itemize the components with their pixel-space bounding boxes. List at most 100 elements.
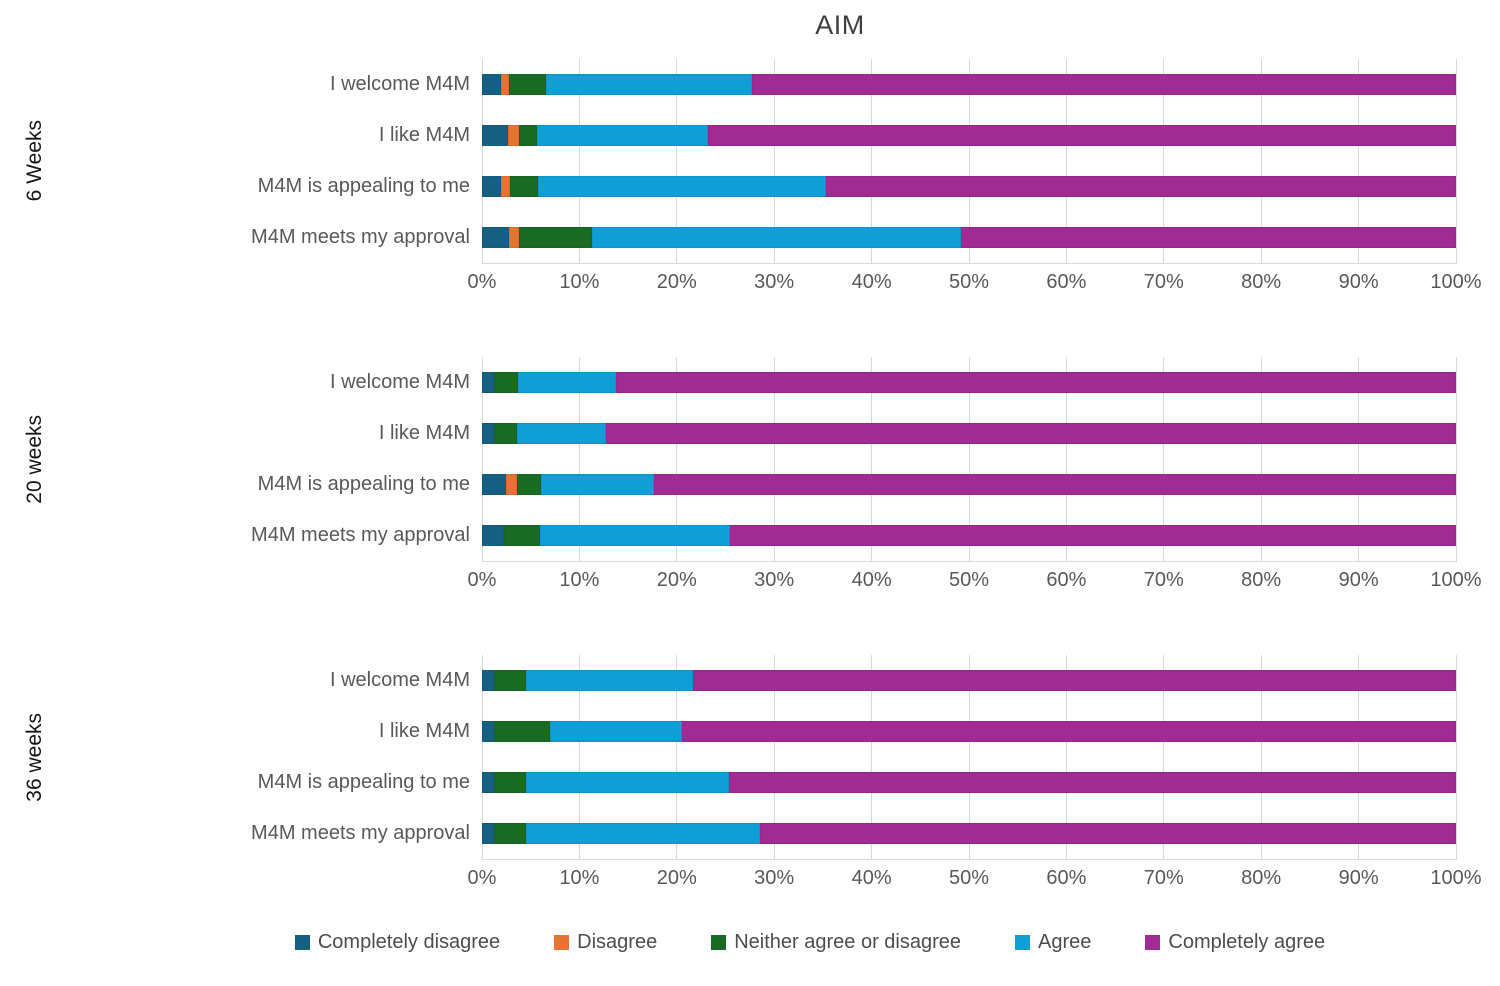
legend-swatch-completely-disagree-icon (294, 935, 310, 950)
gridline (1163, 655, 1165, 860)
bar-track (482, 125, 1456, 146)
gridline (871, 59, 873, 264)
gridline (676, 59, 678, 264)
bar-segment-agree (536, 125, 708, 146)
axis-tick-label: 30% (754, 867, 795, 889)
bar-segment-completely-disagree (482, 772, 494, 793)
bar-segment-agree (592, 227, 962, 248)
bar-segment-agree (518, 372, 617, 393)
axis-tick-label: 0% (467, 271, 497, 293)
axis-tick-label: 80% (1241, 271, 1282, 293)
panel-body: I welcome M4M I like M4M M4M is appealing … (70, 655, 1500, 905)
legend-item: Disagree (554, 931, 657, 954)
bar-segment-completely-agree (681, 721, 1456, 742)
gridline (773, 59, 775, 264)
axis-tick-label: 60% (1046, 569, 1087, 591)
gridline (773, 655, 775, 860)
axis-tick-label: 10% (559, 867, 600, 889)
axis-tick-label: 40% (851, 867, 892, 889)
bar-segment-neither-agree-or-disagree (493, 772, 526, 793)
bar-segment-completely-disagree (482, 372, 494, 393)
stacked-bar-chart: AIM 6 Weeks I welcome M4M I like M4M M4M is… (0, 10, 1500, 954)
category-label: I like M4M (378, 422, 470, 444)
axis-tick-label: 80% (1241, 867, 1282, 889)
bar-track (482, 474, 1456, 495)
axis-row: 0% 10% 20% 30% 40% 50% 60% 70% 80% 90% 100% (468, 263, 1482, 309)
axis-tick-label: 60% (1046, 867, 1087, 889)
legend-item: Completely disagree (294, 931, 500, 954)
axis-tick-label: 90% (1338, 569, 1379, 591)
gridline (1065, 655, 1067, 860)
category-label: M4M is appealing to me (257, 175, 470, 197)
axis-tick-label: 0% (467, 867, 497, 889)
bar-track (482, 227, 1456, 248)
bar-segment-agree (541, 474, 655, 495)
bar-segment-completely-disagree (482, 176, 502, 197)
bar-track (482, 823, 1456, 844)
bar-segment-completely-agree (616, 372, 1456, 393)
bar-segment-disagree (506, 474, 518, 495)
gridline (578, 655, 580, 860)
legend-item: Completely agree (1145, 931, 1325, 954)
gridline (481, 655, 483, 860)
group-label: 20 weeks (23, 414, 46, 504)
bar-segment-agree (525, 670, 694, 691)
gridlines (481, 357, 1457, 562)
bar-segment-neither-agree-or-disagree (493, 823, 526, 844)
chart-row: I welcome M4M (70, 357, 1500, 408)
gridline (1358, 357, 1360, 562)
bar-segment-completely-agree (605, 423, 1456, 444)
axis-tick-label: 80% (1241, 569, 1282, 591)
panel-body: I welcome M4M I like M4M M4M is appealing … (70, 357, 1500, 607)
panels: 6 Weeks I welcome M4M I like M4M M4M is app… (0, 59, 1500, 905)
legend-item: Agree (1015, 931, 1091, 954)
axis-tick-label: 10% (559, 271, 600, 293)
legend-label: Disagree (577, 931, 658, 953)
chart-row: I like M4M (70, 706, 1500, 757)
chart-row: I welcome M4M (70, 655, 1500, 706)
legend-swatch-completely-agree-icon (1145, 935, 1161, 950)
gridline (676, 357, 678, 562)
bar-track (482, 423, 1456, 444)
axis-tick-label: 100% (1430, 867, 1482, 889)
plot-area: I welcome M4M I like M4M M4M is appealing … (70, 655, 1500, 860)
chart-title: AIM (815, 10, 865, 40)
category-label: M4M is appealing to me (257, 771, 470, 793)
axis-row: 0% 10% 20% 30% 40% 50% 60% 70% 80% 90% 100% (468, 561, 1482, 607)
axis-tick-label: 30% (754, 569, 795, 591)
bar-segment-disagree (509, 227, 519, 248)
bar-track (482, 670, 1456, 691)
chart-row: M4M is appealing to me (70, 459, 1500, 510)
chart-row: M4M is appealing to me (70, 757, 1500, 808)
gridline (1455, 655, 1457, 860)
bar-segment-neither-agree-or-disagree (493, 423, 518, 444)
panel-6-weeks: 6 Weeks I welcome M4M I like M4M M4M is app… (0, 59, 1500, 309)
category-label: I welcome M4M (329, 371, 470, 393)
bar-segment-agree (525, 823, 760, 844)
bar-segment-neither-agree-or-disagree (519, 227, 593, 248)
bar-segment-neither-agree-or-disagree (504, 525, 541, 546)
bar-segment-completely-disagree (482, 125, 509, 146)
panel-36-weeks: 36 weeks I welcome M4M I like M4M M4M is ap… (0, 655, 1500, 905)
bar-segment-neither-agree-or-disagree (493, 372, 519, 393)
axis-tick-label: 50% (948, 867, 990, 889)
axis-row: 0% 10% 20% 30% 40% 50% 60% 70% 80% 90% 100% (468, 859, 1482, 905)
bar-segment-completely-disagree (482, 227, 510, 248)
gridlines (481, 59, 1457, 264)
bar-segment-neither-agree-or-disagree (493, 721, 551, 742)
axis-tick-label: 20% (656, 867, 697, 889)
category-label: I welcome M4M (329, 73, 470, 95)
gridline (1163, 59, 1165, 264)
bar-segment-completely-agree (730, 525, 1456, 546)
gridline (1065, 357, 1067, 562)
bar-track (482, 772, 1456, 793)
chart-row: I like M4M (70, 110, 1500, 161)
bar-track (482, 525, 1456, 546)
bar-segment-disagree (508, 125, 519, 146)
bar-segment-completely-disagree (482, 74, 501, 95)
bar-segment-disagree (501, 176, 511, 197)
category-label: M4M is appealing to me (257, 473, 470, 495)
chart-row: I welcome M4M (70, 59, 1500, 110)
gridline (773, 357, 775, 562)
axis-tick-label: 50% (948, 271, 990, 293)
